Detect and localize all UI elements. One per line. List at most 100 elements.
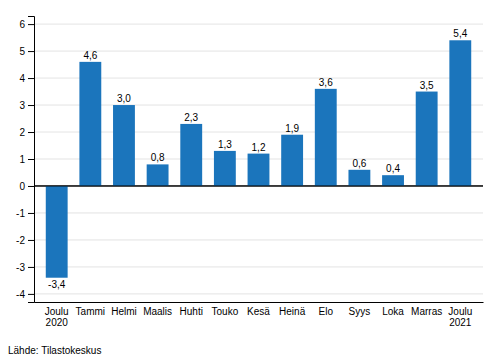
data-label: 0,6 bbox=[352, 158, 366, 169]
grid-line bbox=[34, 293, 483, 294]
tick: Elo bbox=[319, 306, 334, 317]
tick-label: 5 bbox=[19, 46, 25, 57]
grid-line bbox=[34, 51, 483, 52]
bar bbox=[315, 89, 337, 186]
tick-mark bbox=[28, 213, 34, 214]
bar bbox=[113, 105, 135, 186]
tick-label: -4 bbox=[16, 289, 25, 300]
data-label: 1,9 bbox=[285, 123, 299, 134]
tick-label: 0 bbox=[19, 181, 25, 192]
tick: -2 bbox=[16, 235, 34, 246]
tick: Joulu2021 bbox=[448, 306, 472, 328]
axis-domain bbox=[35, 302, 484, 303]
tick-label: Joulu2020 bbox=[45, 306, 69, 328]
tick: 1 bbox=[19, 154, 34, 165]
grid-line bbox=[34, 105, 483, 106]
data-label: 3,0 bbox=[117, 93, 131, 104]
tick: Syys bbox=[349, 306, 371, 317]
axis-domain bbox=[28, 17, 35, 303]
tick: Marras bbox=[411, 306, 442, 317]
tick-label: Kesä bbox=[247, 306, 270, 317]
tick-label-line: Syys bbox=[349, 306, 371, 317]
tick-label: Huhti bbox=[180, 306, 203, 317]
tick-label-line: Elo bbox=[319, 306, 334, 317]
tick: 4 bbox=[19, 73, 34, 84]
tick-label: Elo bbox=[319, 306, 334, 317]
data-label: 3,5 bbox=[420, 80, 434, 91]
bar bbox=[348, 170, 370, 186]
bar bbox=[382, 175, 404, 186]
tick-mark bbox=[28, 294, 34, 295]
grid-line bbox=[34, 212, 483, 213]
tick: -1 bbox=[16, 208, 34, 219]
chart: -3,44,63,00,82,31,31,21,93,60,60,43,55,4… bbox=[0, 0, 493, 360]
tick-label-line: 2021 bbox=[449, 317, 472, 328]
tick-label: Joulu2021 bbox=[448, 306, 472, 328]
tick-label-line: Kesä bbox=[247, 306, 270, 317]
tick-label: -2 bbox=[16, 235, 25, 246]
tick: Loka bbox=[382, 306, 404, 317]
tick: Kesä bbox=[247, 306, 270, 317]
tick-mark bbox=[28, 105, 34, 106]
bar bbox=[46, 186, 68, 278]
y-axis: -4 -3 -2 -1 0 1 2 3 4 5 6 bbox=[16, 17, 34, 303]
tick-mark bbox=[28, 78, 34, 79]
data-label: 5,4 bbox=[453, 28, 467, 39]
bar bbox=[281, 135, 303, 186]
zero-line bbox=[34, 185, 483, 186]
grid bbox=[34, 24, 483, 294]
tick: Tammi bbox=[76, 306, 105, 317]
tick-label: -1 bbox=[16, 208, 25, 219]
data-label: -3,4 bbox=[48, 279, 66, 290]
data-label: 1,2 bbox=[252, 142, 266, 153]
tick-label: Maalis bbox=[143, 306, 172, 317]
bar bbox=[147, 164, 169, 186]
tick: Touko bbox=[212, 306, 239, 317]
tick: Helmi bbox=[111, 306, 137, 317]
tick-label-line: Joulu bbox=[45, 306, 69, 317]
bar bbox=[416, 92, 438, 186]
grid-line bbox=[34, 78, 483, 79]
data-label: 0,4 bbox=[386, 163, 400, 174]
tick-label-line: 2020 bbox=[46, 317, 69, 328]
tick-mark bbox=[28, 159, 34, 160]
tick-label: Touko bbox=[212, 306, 239, 317]
bar bbox=[449, 40, 471, 186]
bar bbox=[79, 62, 101, 186]
tick-mark bbox=[28, 267, 34, 268]
tick-mark bbox=[28, 51, 34, 52]
tick-label: Heinä bbox=[279, 306, 306, 317]
tick-label: 1 bbox=[19, 154, 25, 165]
tick: Joulu2020 bbox=[45, 306, 69, 328]
tick: 2 bbox=[19, 127, 34, 138]
data-label: 2,3 bbox=[184, 112, 198, 123]
tick-label: -3 bbox=[16, 262, 25, 273]
data-label: 4,6 bbox=[83, 50, 97, 61]
tick-label: Marras bbox=[411, 306, 442, 317]
bar bbox=[214, 151, 236, 186]
tick-label: Tammi bbox=[76, 306, 105, 317]
tick: 5 bbox=[19, 46, 34, 57]
tick-label-line: Maalis bbox=[143, 306, 172, 317]
x-axis: Joulu2020TammiHelmiMaalisHuhtiToukoKesäH… bbox=[35, 303, 484, 329]
tick-mark bbox=[28, 24, 34, 25]
tick-mark bbox=[28, 186, 34, 187]
tick-label: 3 bbox=[19, 100, 25, 111]
tick: 6 bbox=[19, 19, 34, 30]
tick: Maalis bbox=[143, 306, 172, 317]
bar bbox=[248, 154, 270, 186]
tick: -3 bbox=[16, 262, 34, 273]
source-text: Lähde: Tilastokeskus bbox=[8, 345, 101, 356]
tick: Heinä bbox=[279, 306, 306, 317]
data-labels: -3,44,63,00,82,31,31,21,93,60,60,43,55,4 bbox=[48, 28, 468, 290]
plot-area bbox=[46, 40, 471, 277]
tick-label-line: Heinä bbox=[279, 306, 306, 317]
tick-label-line: Touko bbox=[212, 306, 239, 317]
tick-label-line: Huhti bbox=[180, 306, 203, 317]
tick-label-line: Joulu bbox=[448, 306, 472, 317]
tick-label: Loka bbox=[382, 306, 404, 317]
tick-label: 4 bbox=[19, 73, 25, 84]
tick-label: 6 bbox=[19, 19, 25, 30]
tick-label-line: Helmi bbox=[111, 306, 137, 317]
grid-line bbox=[34, 239, 483, 240]
